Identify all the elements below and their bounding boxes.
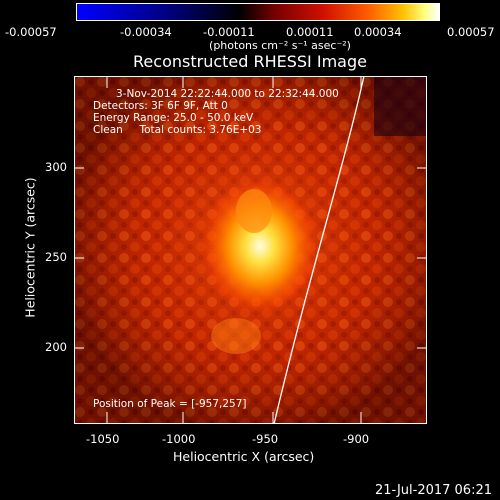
colorbar-tick: -0.00057 <box>5 25 57 39</box>
y-axis-title: Heliocentric Y (arcsec) <box>22 177 38 318</box>
colorbar-tick: 0.00011 <box>286 25 334 39</box>
plot-title: Reconstructed RHESSI Image <box>133 52 367 71</box>
colorbar-tick: -0.00011 <box>203 25 255 39</box>
flare-source <box>202 178 318 314</box>
plot-frame <box>74 76 427 424</box>
peak-position-text: Position of Peak = [-957,257] <box>93 398 247 410</box>
colorbar <box>76 3 440 21</box>
solar-limb <box>273 76 365 424</box>
x-tick-label: -900 <box>343 432 370 446</box>
generation-timestamp: 21-Jul-2017 06:21 <box>374 483 492 498</box>
axis-ticks <box>74 76 427 424</box>
colorbar-units: (photons cm⁻² s⁻¹ asec⁻²) <box>209 39 351 52</box>
x-tick-label: -950 <box>252 432 279 446</box>
colorbar-tick: -0.00034 <box>120 25 172 39</box>
y-tick-label: 200 <box>45 340 67 354</box>
y-tick-label: 300 <box>45 160 67 174</box>
y-tick-label: 250 <box>45 250 67 264</box>
rhessi-image <box>74 76 427 424</box>
x-tick-label: -1000 <box>162 432 196 446</box>
info-line: 3-Nov-2014 22:22:44.000 to 22:32:44.000 <box>116 88 339 100</box>
colorbar-tick: 0.00057 <box>447 25 495 39</box>
info-line: Detectors: 3F 6F 9F, Att 0 <box>93 100 228 112</box>
x-tick-label: -1050 <box>86 432 120 446</box>
info-line: Clean Total counts: 3.76E+03 <box>93 124 262 136</box>
x-axis-title: Heliocentric X (arcsec) <box>173 449 315 464</box>
info-line: Energy Range: 25.0 - 50.0 keV <box>93 112 254 124</box>
colorbar-tick: 0.00034 <box>354 25 402 39</box>
